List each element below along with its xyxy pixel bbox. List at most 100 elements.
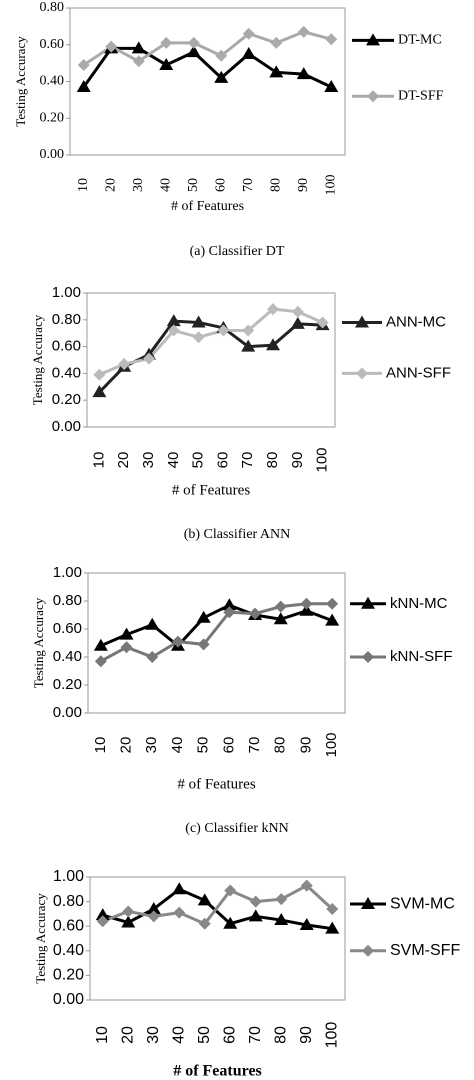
y-axis-title: Testing Accuracy [13, 36, 28, 127]
marker [94, 655, 107, 668]
marker [159, 57, 174, 70]
marker [121, 915, 136, 928]
plot-frame [87, 572, 346, 714]
legend-label: kNN-MC [390, 595, 448, 612]
marker [191, 315, 206, 328]
x-tick-label: 90 [296, 178, 311, 192]
x-tick-label: 100 [323, 732, 340, 757]
x-axis-title: # of Features [173, 1063, 262, 1080]
marker [325, 613, 340, 626]
y-tick-label: 0.40 [52, 364, 81, 381]
series-line [100, 602, 333, 663]
x-tick-label: 90 [289, 452, 306, 469]
y-tick-label: 1.00 [53, 564, 82, 581]
x-tick-label: 100 [323, 175, 338, 196]
marker [223, 916, 238, 929]
marker [291, 305, 304, 318]
x-tick-label: 10 [90, 452, 107, 469]
marker [270, 36, 283, 49]
marker [224, 884, 237, 897]
y-axis-title: Testing Accuracy [31, 597, 46, 688]
series-line [82, 30, 332, 67]
marker [217, 324, 230, 337]
marker [187, 36, 200, 49]
x-tick-label: 100 [323, 1022, 340, 1049]
marker [249, 607, 262, 620]
marker [197, 638, 210, 651]
marker [316, 316, 329, 329]
marker [197, 893, 212, 906]
legend-label: SVM-MC [390, 895, 455, 912]
legend-label: DT-MC [398, 33, 442, 48]
x-tick-label: 100 [314, 447, 331, 472]
y-tick-label: 0.40 [53, 942, 84, 959]
chart: 0.00 0.20 0.40 0.60 0.80 1.00 10 20 30 40 50 60 70 80… [33, 868, 460, 1079]
chart: 0.00 0.20 0.40 0.60 0.80 10 20 30 40 50 60 70 80 90 10… [13, 0, 444, 259]
legend-marker [355, 315, 369, 328]
marker [326, 902, 339, 915]
x-tick-label: 90 [298, 1026, 315, 1044]
x-tick-label: 30 [131, 178, 146, 192]
x-tick-label: 20 [103, 178, 118, 192]
x-tick-label: 40 [165, 452, 182, 469]
x-tick-label: 70 [239, 452, 256, 469]
marker [198, 917, 211, 930]
y-tick-label: 0.80 [53, 893, 84, 910]
marker [76, 80, 91, 93]
marker [275, 893, 288, 906]
x-tick-label: 50 [186, 178, 201, 192]
y-axis-title: Testing Accuracy [30, 314, 45, 405]
x-tick-label: 60 [221, 1026, 238, 1044]
x-tick-label: 40 [169, 737, 186, 754]
legend-marker [362, 651, 374, 663]
y-tick-label: 0.00 [53, 704, 82, 721]
marker [242, 27, 255, 40]
marker [147, 910, 160, 923]
legend-marker [366, 33, 380, 46]
marker [300, 879, 313, 892]
y-tick-label: 0.60 [53, 620, 82, 637]
plot-frame [89, 876, 346, 1001]
x-tick-label: 20 [119, 1026, 136, 1044]
legend-marker [367, 90, 379, 103]
marker [118, 358, 131, 371]
marker [132, 55, 145, 68]
x-tick-label: 20 [118, 737, 135, 754]
x-tick-label: 90 [297, 737, 314, 754]
marker [77, 58, 90, 71]
marker [172, 882, 187, 895]
y-tick-label: 0.60 [52, 338, 81, 355]
marker [324, 80, 339, 93]
marker [171, 635, 184, 648]
y-tick-label: 0.00 [40, 147, 65, 162]
y-tick-label: 0.80 [53, 592, 82, 609]
x-tick-label: 30 [145, 1026, 162, 1044]
marker [325, 921, 340, 934]
marker [96, 915, 109, 928]
legend-marker [362, 944, 374, 957]
y-tick-label: 0.20 [40, 110, 65, 125]
marker [160, 36, 173, 49]
marker [143, 352, 155, 365]
marker [223, 606, 236, 619]
x-tick-label: 80 [272, 1026, 289, 1044]
marker [273, 612, 288, 625]
marker [267, 303, 279, 316]
caption: (c) Classifier kNN [185, 821, 288, 836]
y-tick-label: 0.60 [53, 917, 84, 934]
caption: (a) Classifier DT [190, 244, 285, 259]
plot-frame [86, 292, 336, 428]
marker [290, 316, 305, 329]
y-tick-label: 0.20 [52, 391, 81, 408]
x-tick-label: 80 [272, 737, 289, 754]
marker [196, 610, 211, 623]
legend-marker [361, 897, 375, 910]
marker [274, 913, 289, 926]
legend-label: DT-SFF [398, 88, 444, 103]
marker [105, 40, 118, 53]
marker [173, 906, 186, 919]
marker [146, 901, 161, 914]
marker [131, 41, 146, 54]
chart: 0.00 0.20 0.40 0.60 0.80 1.00 10 20 30 40 50 60 70 80… [31, 564, 453, 836]
marker [249, 895, 262, 908]
